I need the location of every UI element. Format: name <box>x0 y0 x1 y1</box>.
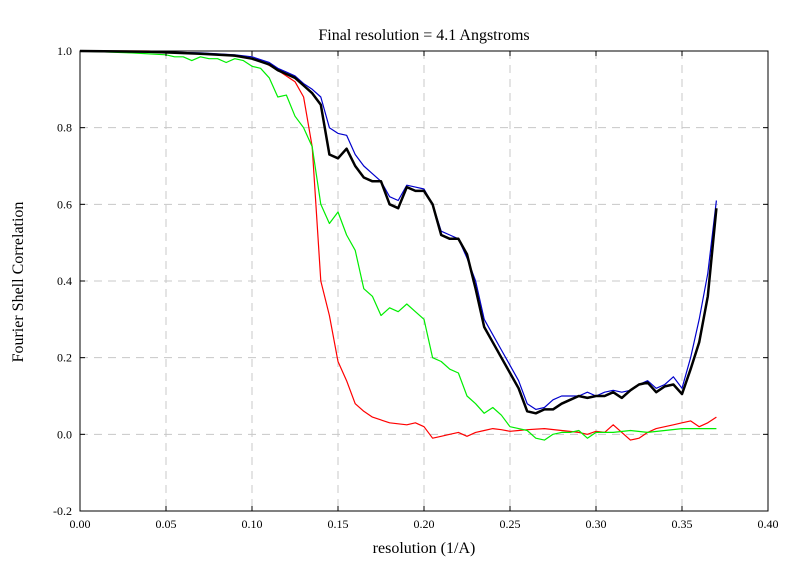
x-tick-label: 0.40 <box>758 517 779 531</box>
x-tick-label: 0.25 <box>500 517 521 531</box>
y-tick-label: 0.0 <box>57 427 72 441</box>
fsc-series-line-2 <box>79 50 717 441</box>
fsc-series-line-1 <box>80 50 717 441</box>
fsc-series-line-4 <box>79 49 718 415</box>
y-tick-label: 0.4 <box>57 274 72 288</box>
y-tick-label: 0.6 <box>57 197 72 211</box>
y-axis-title: Fourier Shell Correlation <box>10 202 27 363</box>
grid <box>80 51 768 511</box>
x-tick-label: 0.00 <box>70 517 91 531</box>
x-tick-label: 0.35 <box>672 517 693 531</box>
ticks: 0.00 0.05 0.10 0.15 0.20 0.25 0.30 0.35 0.40 -0.2… <box>53 44 779 531</box>
x-tick-label: 0.20 <box>414 517 435 531</box>
x-tick-label: 0.30 <box>586 517 607 531</box>
x-tick-label: 0.05 <box>156 517 177 531</box>
x-tick-label: 0.15 <box>328 517 349 531</box>
y-tick-label: -0.2 <box>53 504 72 518</box>
y-tick-label: 0.8 <box>57 121 72 135</box>
x-axis-title: resolution (1/A) <box>373 540 476 557</box>
y-tick-label: 0.2 <box>57 351 72 365</box>
x-tick-label: 0.10 <box>242 517 263 531</box>
chart-title: Final resolution = 4.1 Angstroms <box>318 27 529 44</box>
series-layer <box>79 49 718 441</box>
y-tick-label: 1.0 <box>57 44 72 58</box>
